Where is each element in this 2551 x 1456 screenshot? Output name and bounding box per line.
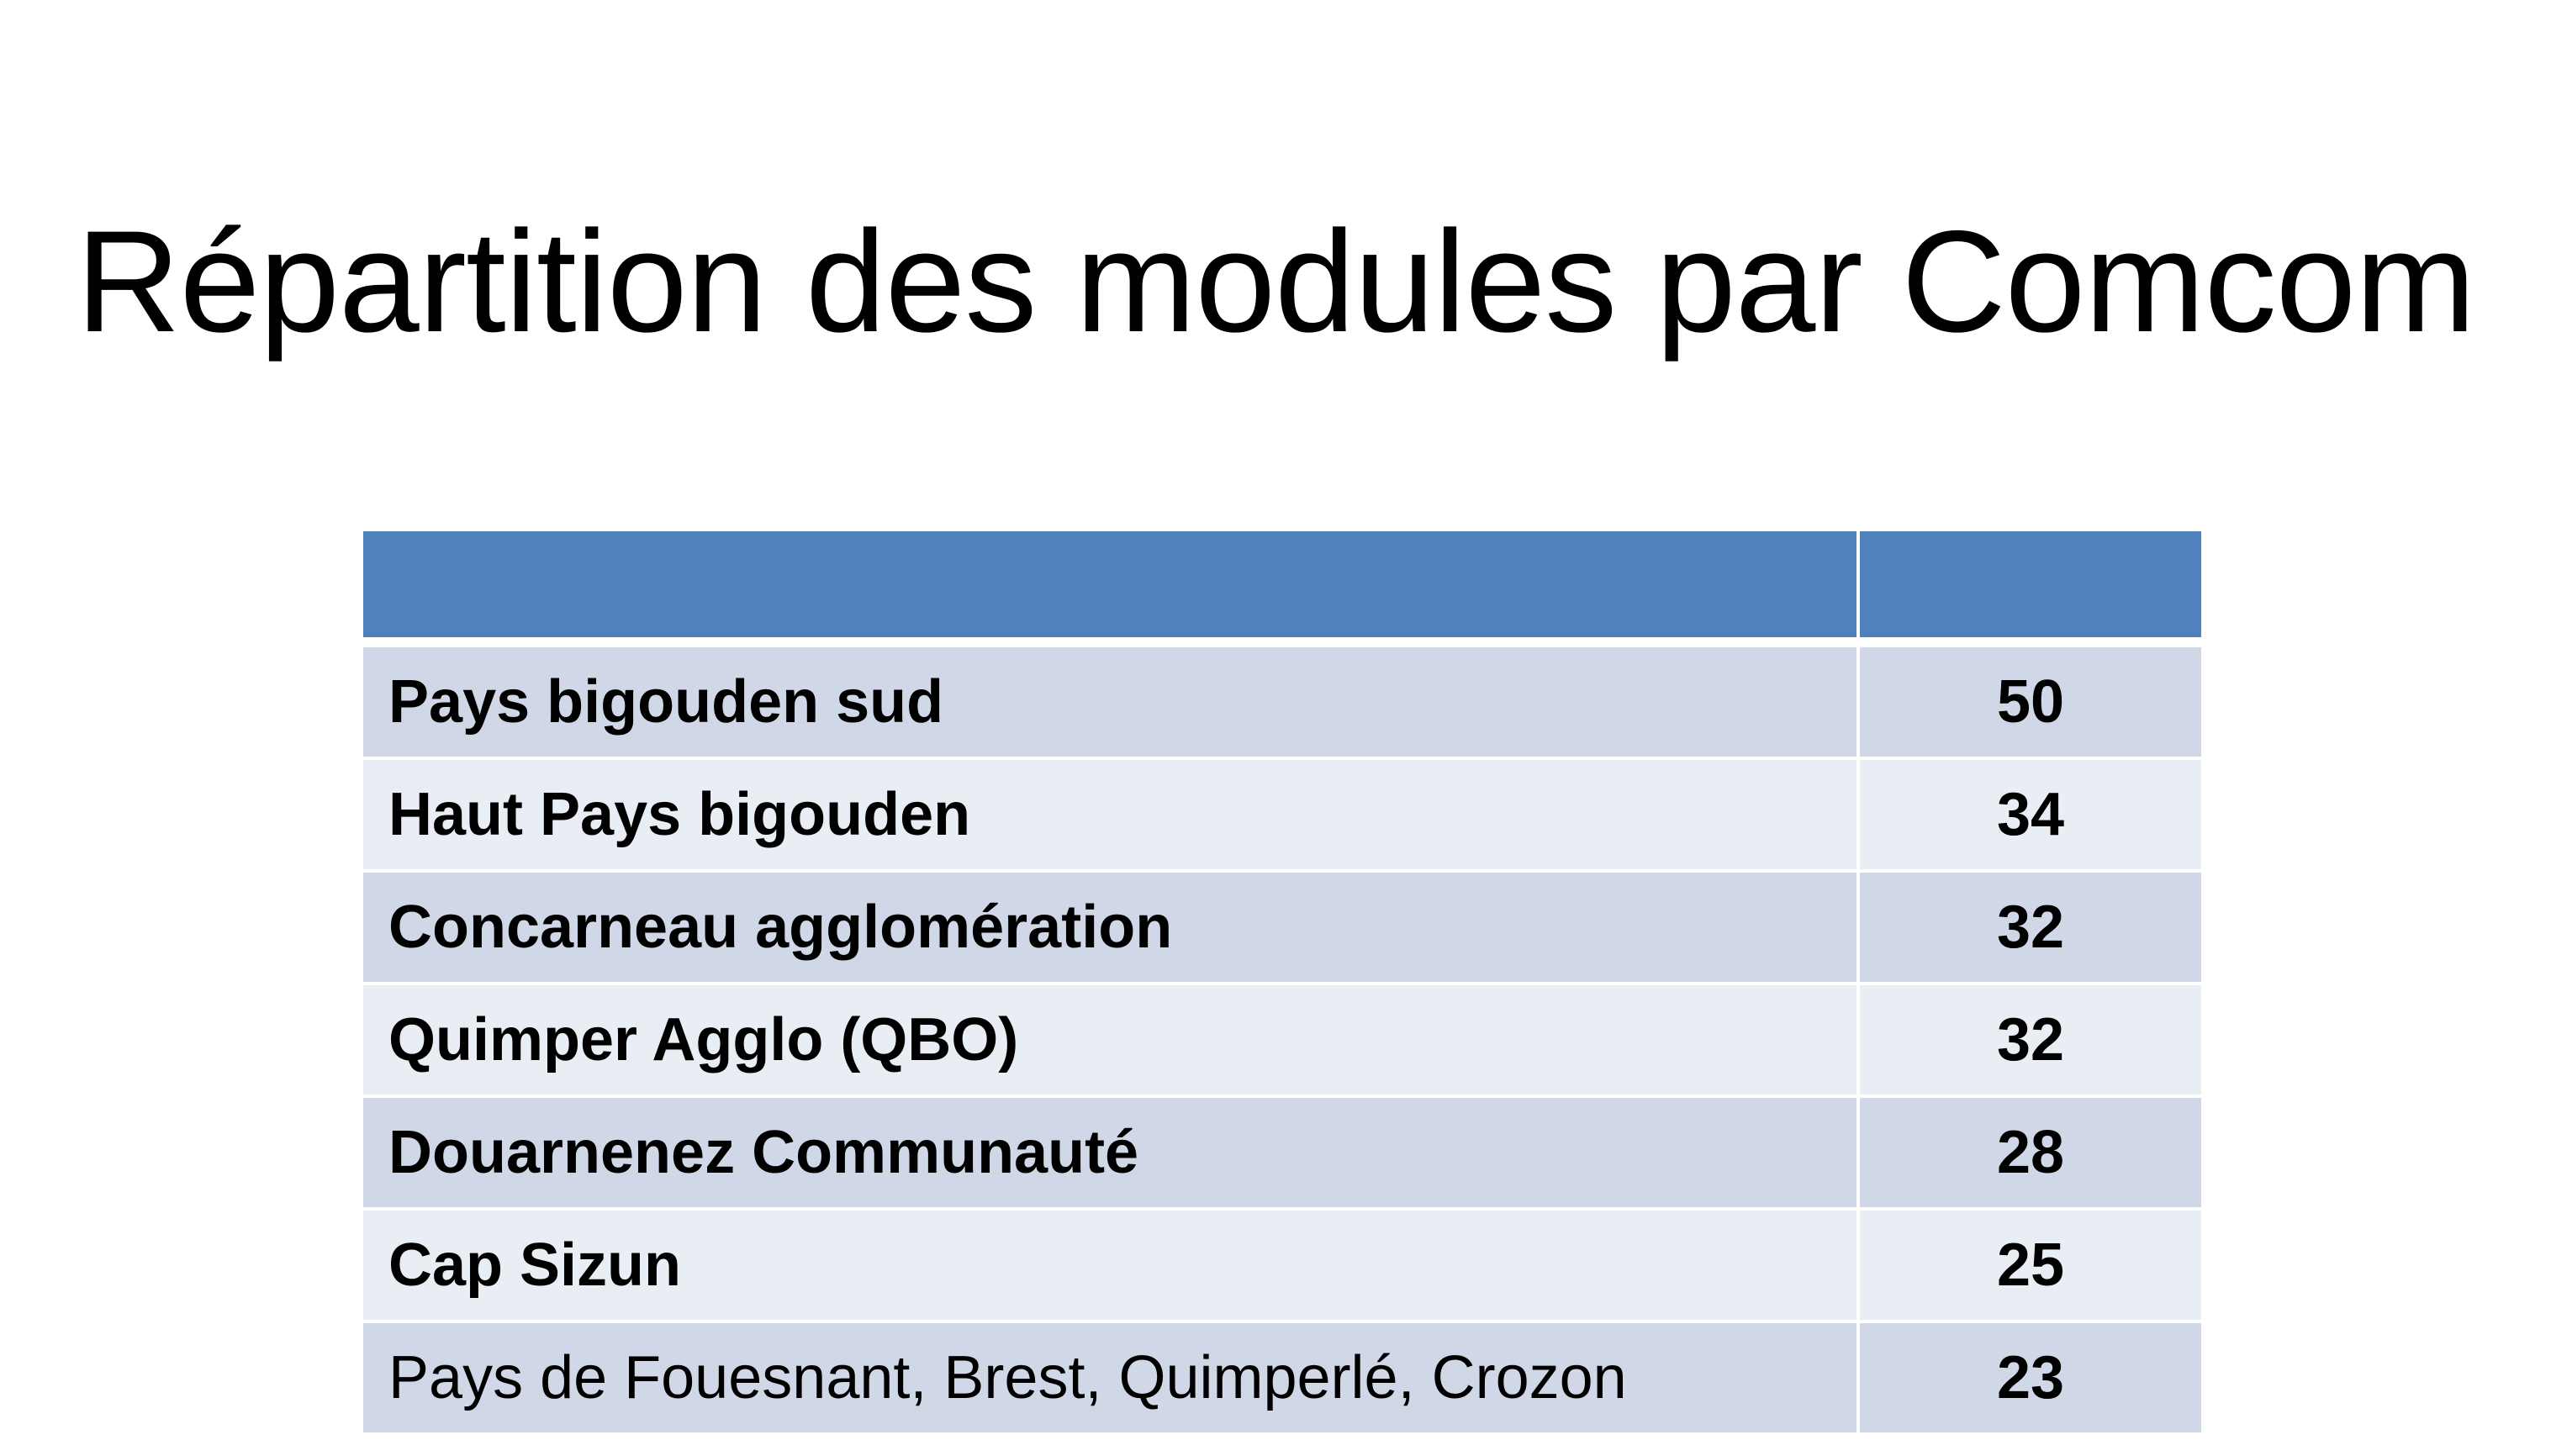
header-cell-value (1858, 531, 2201, 647)
table-row: Quimper Agglo (QBO) 32 (363, 984, 2201, 1098)
comcom-name: Concarneau agglomération (363, 871, 1860, 985)
module-count: 28 (1858, 1096, 2201, 1211)
module-count: 23 (1858, 1321, 2201, 1436)
module-count: 34 (1858, 758, 2201, 873)
header-cell-name (363, 531, 1860, 647)
comcom-name: Douarnenez Communauté (363, 1096, 1860, 1211)
table-row: Douarnenez Communauté 28 (363, 1096, 2201, 1211)
table-row: Pays de Fouesnant, Brest, Quimperlé, Cro… (363, 1321, 2201, 1436)
slide-title: Répartition des modules par Comcom (76, 201, 2475, 363)
comcom-name: Pays bigouden sud (363, 642, 1860, 760)
module-count: 25 (1858, 1209, 2201, 1323)
module-count: 32 (1858, 984, 2201, 1098)
table-header-row (363, 531, 2201, 647)
comcom-table: Pays bigouden sud 50 Haut Pays bigouden … (363, 531, 2201, 1436)
comcom-name: Quimper Agglo (QBO) (363, 984, 1860, 1098)
table-row: Pays bigouden sud 50 (363, 642, 2201, 760)
module-count: 32 (1858, 871, 2201, 985)
comcom-name: Cap Sizun (363, 1209, 1860, 1323)
module-count: 50 (1858, 642, 2201, 760)
table-row: Haut Pays bigouden 34 (363, 758, 2201, 873)
table-row: Cap Sizun 25 (363, 1209, 2201, 1323)
table-row: Concarneau agglomération 32 (363, 871, 2201, 985)
comcom-name: Pays de Fouesnant, Brest, Quimperlé, Cro… (363, 1321, 1860, 1436)
comcom-name: Haut Pays bigouden (363, 758, 1860, 873)
